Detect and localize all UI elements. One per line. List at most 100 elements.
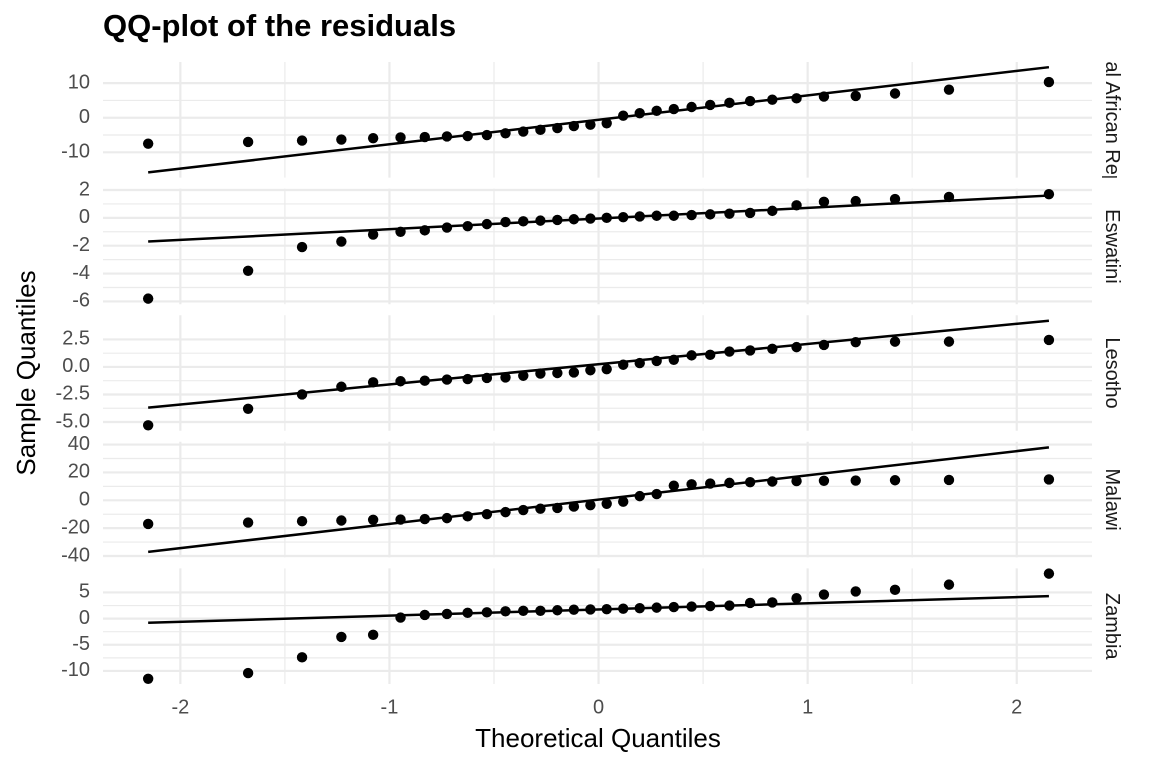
point [336,236,347,247]
y-tick-label: -10 [61,659,90,681]
strip-label: Central African Republic [1101,13,1123,228]
point [850,336,861,348]
point [242,403,254,414]
point [705,209,716,220]
point [744,476,756,488]
point [818,475,830,486]
point [419,375,430,386]
point [481,372,493,384]
point [601,212,612,224]
point [419,131,430,143]
point [419,225,430,236]
point [441,512,453,524]
point [618,110,629,121]
point [568,604,580,615]
point [1043,568,1055,579]
y-tick-label: -6 [72,290,90,312]
point [441,374,453,385]
point [850,475,861,486]
point [686,601,697,612]
point [705,478,716,489]
point [367,629,379,641]
point [889,336,901,347]
x-tick-label: 0 [593,696,604,718]
point [296,515,308,527]
point [535,503,546,514]
point [889,584,901,596]
y-tick-label: -4 [72,262,90,284]
point [552,502,563,514]
point [462,130,473,142]
point [142,518,154,530]
point [668,601,680,613]
point [518,370,529,381]
point [1043,474,1055,485]
point [419,609,430,621]
point [618,211,629,223]
point [585,365,596,376]
point [462,607,473,619]
point [705,99,716,111]
point [668,210,680,221]
strip: Zambia [1101,593,1123,661]
point [724,600,735,611]
y-tick-label: 0 [79,489,90,511]
point [535,605,546,616]
point [724,97,735,109]
point [634,490,645,502]
point [552,122,563,134]
point [705,600,716,612]
point [518,605,529,616]
point [850,195,861,207]
point [1043,76,1055,88]
strip-label: Eswatini [1101,209,1123,283]
point [850,586,861,597]
point [395,132,406,143]
point [943,336,955,347]
point [668,354,680,365]
strip: Malawi [1101,468,1123,530]
point [705,349,716,361]
point [568,214,580,225]
point [744,345,756,356]
point [618,603,629,614]
y-tick-label: 5 [79,581,90,603]
point [518,216,529,227]
point [818,339,830,351]
panel: -6 -4 -2 0 2 Eswatini [72,178,1123,311]
point [535,124,546,136]
x-tick-label: -1 [381,696,399,718]
y-tick-label: 40 [68,433,90,455]
point [296,652,308,663]
panel: -5.0 -2.5 0.0 2.5 Lesotho [56,315,1123,432]
point [481,509,493,520]
strip-label: Zambia [1101,593,1123,661]
point [419,513,430,525]
point [296,135,308,146]
point [481,218,493,230]
point [462,373,473,385]
point [943,474,955,486]
x-tick-label: 2 [1011,696,1022,718]
point [651,602,662,613]
strip: Lesotho [1101,337,1123,408]
y-tick-label: 0.0 [62,355,90,377]
panel: -10 -5 0 5 Zambia [61,568,1123,684]
y-tick-label: 0 [79,206,90,228]
point [943,579,955,590]
point [367,132,379,144]
y-tick-label: 20 [68,461,90,483]
point [724,346,735,357]
point [568,367,580,378]
point [618,496,629,507]
point [585,604,596,615]
point [601,604,612,615]
point [395,226,406,237]
point [943,191,955,203]
point [791,341,802,353]
point [585,119,596,130]
chart-title: QQ-plot of the residuals [103,8,456,43]
point [686,479,697,490]
y-tick-label: 0 [79,607,90,629]
